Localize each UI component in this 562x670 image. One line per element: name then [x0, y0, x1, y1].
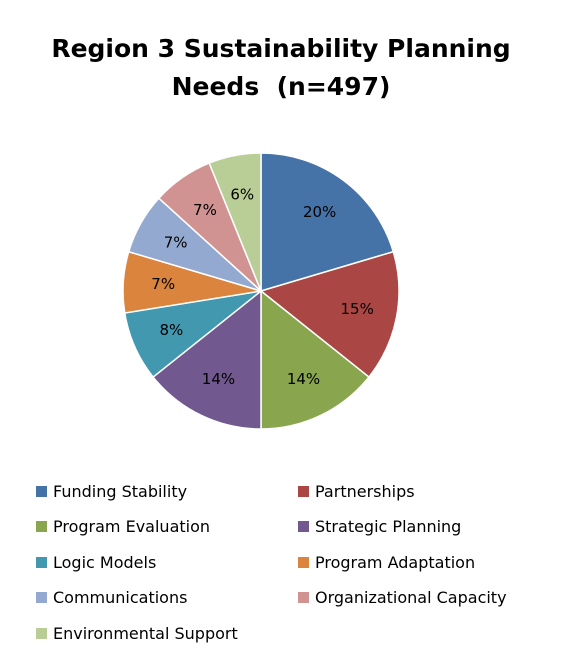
legend-label: Organizational Capacity [315, 588, 507, 607]
legend-item: Organizational Capacity [298, 585, 507, 611]
pie-slice-label: 8% [159, 321, 183, 339]
legend-swatch [36, 556, 47, 568]
pie-slice-program-evaluation [260, 289, 370, 430]
legend-swatch [36, 485, 47, 497]
pie-slice-label: 15% [341, 300, 374, 318]
chart-title: Region 3 Sustainability Planning Needs (… [0, 30, 562, 106]
chart-title-line-1: Region 3 Sustainability Planning [51, 34, 511, 63]
pie-slice-label: 20% [303, 203, 336, 221]
legend-label: Environmental Support [53, 623, 238, 643]
legend-label: Partnerships [315, 481, 415, 501]
pie-slice-partnerships [259, 250, 400, 379]
chart-title-line-2: Needs (n=497) [171, 72, 391, 101]
legend-item: Partnerships [298, 478, 415, 504]
legend-swatch [298, 485, 309, 497]
pie-slice-environmental-support [208, 152, 262, 292]
pie-slice-label: 7% [193, 201, 217, 219]
pie-slice-label: 7% [164, 233, 188, 251]
legend-swatch [298, 556, 309, 568]
pie-slice-funding-stability [260, 152, 395, 293]
legend-swatch [298, 592, 309, 603]
legend-item: Communications [36, 585, 187, 611]
pie-slice-label: 14% [202, 370, 235, 388]
legend-label: Funding Stability [53, 481, 188, 501]
legend-item: Logic Models [36, 549, 156, 575]
legend-swatch [36, 592, 47, 603]
legend-swatch [36, 521, 47, 532]
pie-slice-label: 7% [151, 275, 175, 293]
legend-label: Program Adaptation [315, 552, 476, 572]
legend-swatch [298, 521, 309, 532]
legend-item: Strategic Planning [298, 514, 461, 540]
legend-label: Strategic Planning [315, 517, 462, 536]
legend-label: Communications [53, 588, 188, 607]
legend-item: Funding Stability [36, 478, 187, 504]
legend-item: Program Evaluation [36, 514, 210, 540]
pie-slice-strategic-planning [152, 289, 262, 430]
legend-item: Environmental Support [36, 620, 238, 646]
legend-label: Program Evaluation [53, 517, 211, 536]
legend-item: Program Adaptation [298, 549, 475, 575]
legend-label: Logic Models [53, 552, 157, 572]
pie-slice-label: 14% [287, 370, 320, 388]
legend-swatch [36, 627, 47, 639]
pie-slice-label: 6% [230, 185, 254, 203]
